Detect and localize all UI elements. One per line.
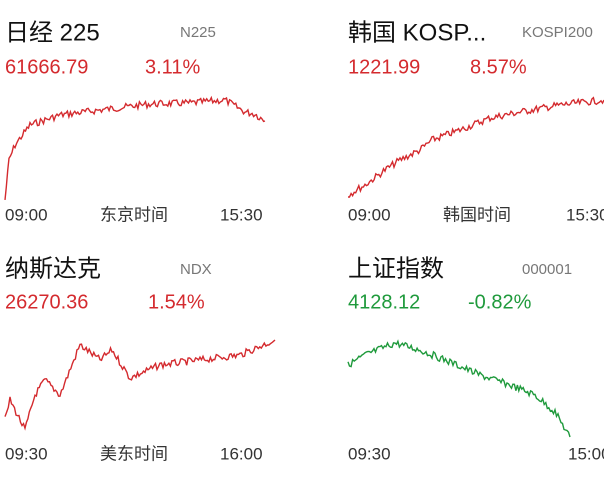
start-time: 09:00 xyxy=(5,205,48,224)
start-time: 09:00 xyxy=(348,205,391,224)
market-time: 东京时间 xyxy=(100,205,168,224)
end-time: 15:00 xyxy=(568,444,604,463)
change: 1.54% xyxy=(148,291,205,313)
index-name: 日经 225 xyxy=(5,19,100,46)
sparkline xyxy=(347,339,571,438)
sparkline xyxy=(4,339,276,431)
index-code: N225 xyxy=(180,24,216,41)
end-time: 15:30 xyxy=(220,205,263,224)
index-code: 000001 xyxy=(522,261,572,278)
price: 61666.79 xyxy=(5,56,88,78)
end-time: 16:00 xyxy=(220,444,263,463)
index-code: NDX xyxy=(180,261,212,278)
price: 26270.36 xyxy=(5,291,88,313)
index-name: 纳斯达克 xyxy=(5,255,101,282)
tile[interactable]: 纳斯达克 NDX 26270.36 1.54% 09:30 美东时间 16:00 xyxy=(5,255,263,463)
tile[interactable]: 韩国 KOSP... KOSPI200 1221.99 8.57% 09:00 … xyxy=(348,19,604,224)
market-time: 韩国时间 xyxy=(443,205,511,224)
sparkline xyxy=(348,96,604,198)
market-time: 美东时间 xyxy=(100,444,168,463)
index-code: KOSPI200 xyxy=(522,24,593,41)
price: 1221.99 xyxy=(348,56,420,78)
index-name: 上证指数 xyxy=(348,255,444,282)
change: 3.11% xyxy=(145,56,200,78)
end-time: 15:30 xyxy=(566,205,604,224)
index-name: 韩国 KOSP... xyxy=(348,19,486,46)
start-time: 09:30 xyxy=(348,444,391,463)
change: -0.82% xyxy=(468,291,532,313)
tile[interactable]: 上证指数 000001 4128.12 -0.82% 09:30 15:00 xyxy=(348,255,604,463)
price: 4128.12 xyxy=(348,291,420,313)
tile[interactable]: 日经 225 N225 61666.79 3.11% 09:00 东京时间 15… xyxy=(5,19,263,224)
sparkline xyxy=(4,95,266,200)
start-time: 09:30 xyxy=(5,444,48,463)
change: 8.57% xyxy=(470,56,527,78)
